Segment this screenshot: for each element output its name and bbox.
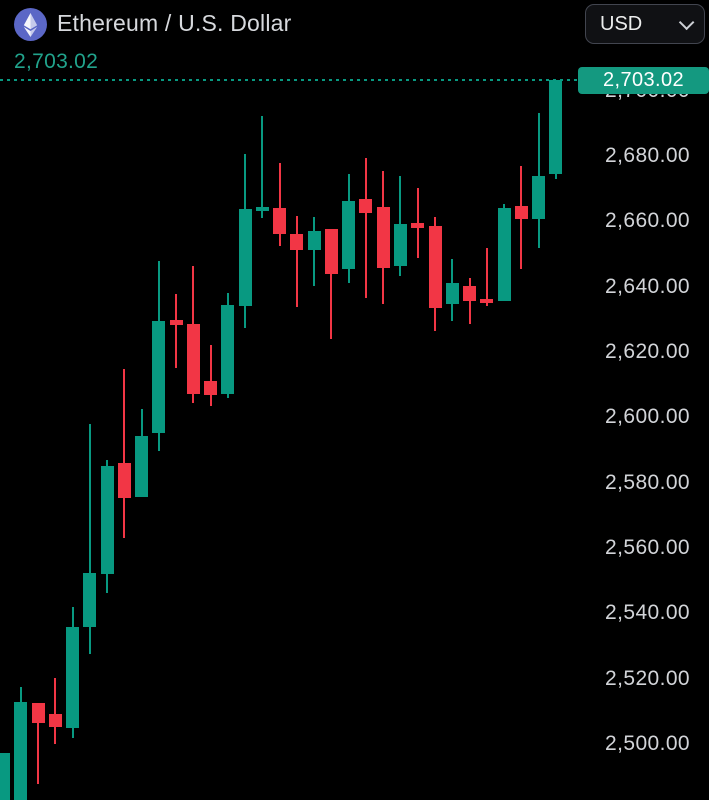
chevron-down-icon xyxy=(678,14,695,30)
current-price-badge: 2,703.02 xyxy=(578,66,709,94)
price-axis-label: 2,520.00 xyxy=(605,666,690,690)
price-axis-label: 2,600.00 xyxy=(605,405,690,429)
currency-selector-button[interactable]: USD xyxy=(585,4,705,44)
currency-label: USD xyxy=(600,12,643,35)
header: Ethereum / U.S. Dollar USD xyxy=(0,0,709,48)
current-price-dotted-line xyxy=(0,78,709,81)
current-price-text: 2,703.02 xyxy=(14,50,99,73)
price-axis-label: 2,620.00 xyxy=(605,340,690,364)
ethereum-icon xyxy=(14,8,47,41)
price-axis-label: 2,560.00 xyxy=(605,536,690,559)
price-axis-label: 2,640.00 xyxy=(605,274,690,298)
price-axis-label: 2,580.00 xyxy=(605,470,690,494)
price-axis-label: 2,660.00 xyxy=(605,209,690,233)
price-axis-label: 2,680.00 xyxy=(605,144,690,168)
price-axis-label: 2,500.00 xyxy=(605,732,690,755)
price-axis-label: 2,540.00 xyxy=(605,601,690,625)
symbol-title: Ethereum / U.S. Dollar xyxy=(57,10,292,36)
